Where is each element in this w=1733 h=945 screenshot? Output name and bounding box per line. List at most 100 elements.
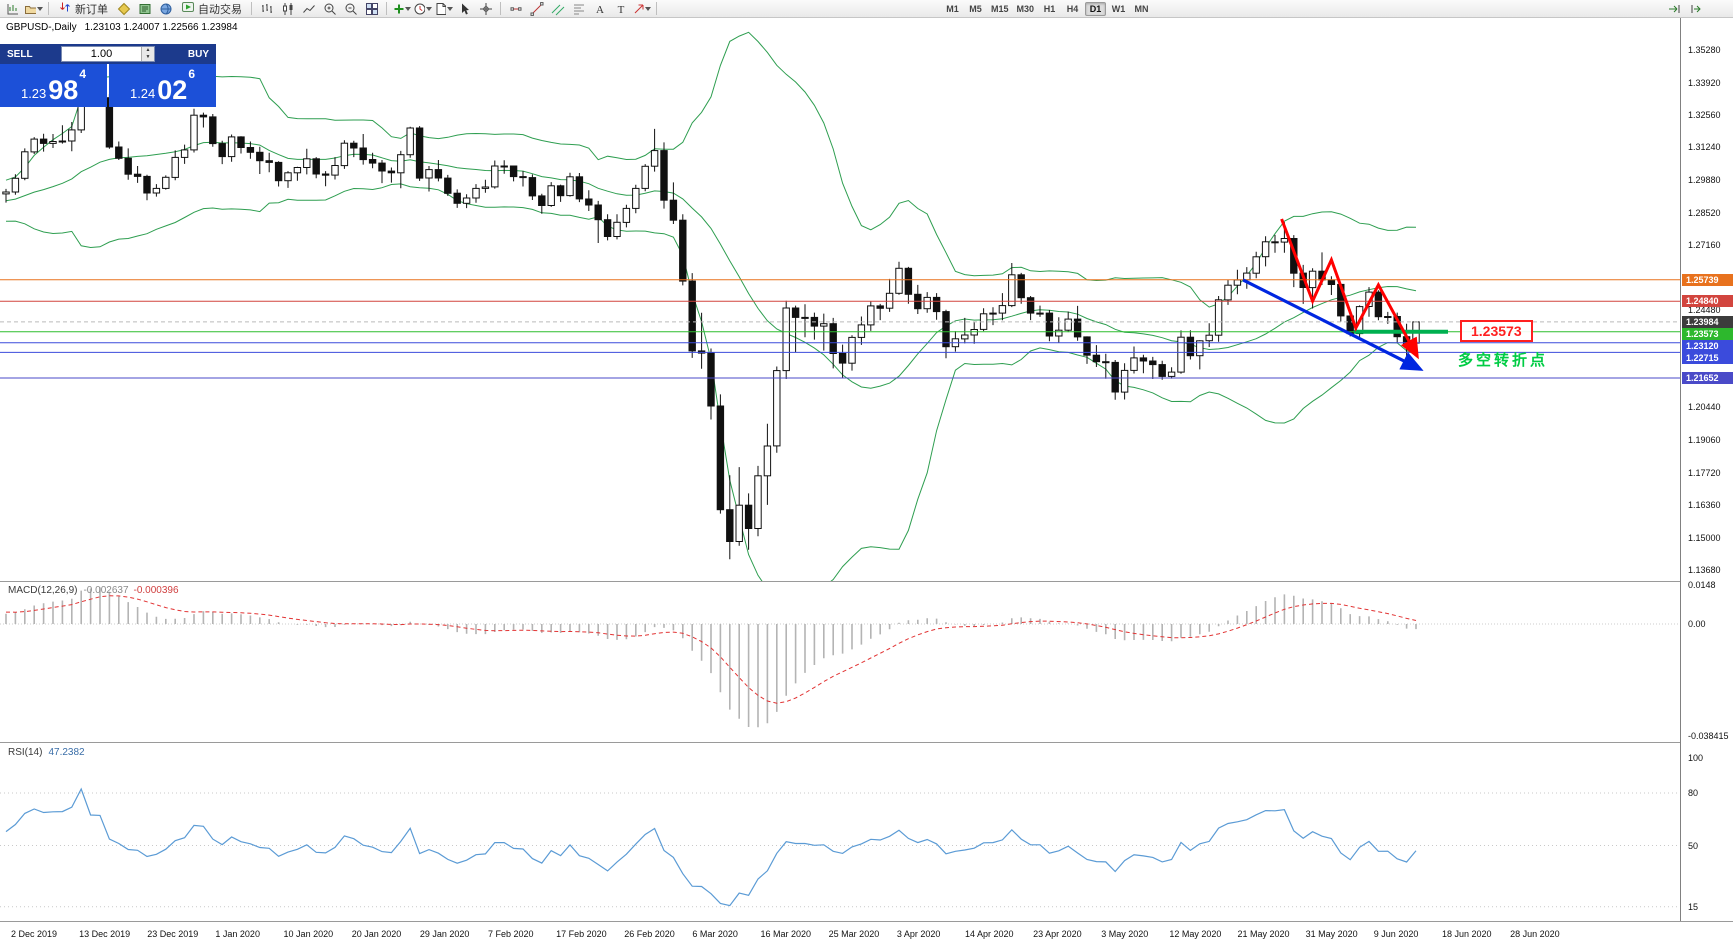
new-order-button[interactable]: 新订单 — [54, 1, 112, 16]
price-badge: 1.23120 — [1682, 339, 1733, 352]
channel-icon[interactable] — [548, 1, 567, 16]
bollinger-upper — [5, 31, 1417, 308]
toolbar-separator — [656, 2, 657, 15]
autotrade-icon — [181, 0, 195, 17]
bar-chart-icon[interactable] — [257, 1, 276, 16]
price-badge: 1.23984 — [1682, 315, 1733, 328]
buy-price[interactable]: 1.24 02 6 — [109, 64, 216, 107]
fibonacci-icon[interactable] — [569, 1, 588, 16]
turning-point-text[interactable]: 多空转折点 — [1458, 352, 1549, 369]
timeframe-M5[interactable]: M5 — [969, 3, 982, 14]
timeframe-D1[interactable]: D1 — [1085, 1, 1107, 16]
rsi-line — [5, 787, 1417, 907]
timeframe-H4[interactable]: H4 — [1066, 3, 1079, 14]
text-icon[interactable]: A — [590, 1, 609, 16]
date-tick: 18 Jun 2020 — [1441, 929, 1492, 939]
new-chart-icon[interactable] — [3, 1, 22, 16]
macd-panel[interactable] — [0, 582, 1680, 742]
date-tick: 3 May 2020 — [1101, 929, 1149, 939]
indicators-icon[interactable] — [392, 1, 411, 16]
sell-button[interactable]: SELL — [7, 48, 33, 60]
price-badge: 1.21652 — [1682, 372, 1733, 385]
date-tick: 21 May 2020 — [1237, 929, 1290, 939]
price-badge: 1.23573 — [1682, 327, 1733, 340]
rsi-scale-label: 15 — [1688, 901, 1699, 912]
sell-price[interactable]: 1.23 98 4 — [0, 64, 107, 107]
periods-icon[interactable] — [413, 1, 432, 16]
timeframe-M15[interactable]: M15 — [991, 3, 1009, 14]
date-tick: 7 Feb 2020 — [487, 929, 534, 939]
volume-input[interactable] — [62, 47, 141, 61]
date-tick: 29 Jan 2020 — [419, 929, 470, 939]
price-tick: 1.13680 — [1688, 564, 1721, 575]
date-tick: 23 Dec 2019 — [147, 929, 199, 939]
tile-windows-icon[interactable] — [362, 1, 381, 16]
timeframe-W1[interactable]: W1 — [1111, 3, 1126, 14]
price-badge: 1.24840 — [1682, 295, 1733, 308]
price-tick: 1.24480 — [1688, 304, 1721, 315]
crosshair-icon[interactable] — [476, 1, 495, 16]
spinner-down-icon[interactable]: ▼ — [142, 54, 154, 61]
rsi-label: RSI(14) 47.2382 — [8, 747, 85, 758]
line-chart-icon[interactable] — [299, 1, 318, 16]
price-tick: 1.35280 — [1688, 45, 1721, 55]
timeframe-M1[interactable]: M1 — [946, 3, 959, 14]
autotrade-button[interactable]: 自动交易 — [177, 1, 246, 16]
panel-splitter[interactable] — [0, 742, 1733, 743]
macd-label: MACD(12,26,9) -0.002637 -0.000396 — [8, 585, 179, 596]
zoom-in-icon[interactable] — [320, 1, 339, 16]
cursor-icon[interactable] — [455, 1, 474, 16]
templates-icon[interactable] — [434, 1, 453, 16]
price-annotation-box[interactable]: 1.23573 — [1460, 320, 1533, 342]
label-icon[interactable]: T — [611, 1, 630, 16]
date-tick: 1 Jan 2020 — [215, 929, 260, 939]
price-chart[interactable] — [0, 18, 1680, 581]
autotrade-label: 自动交易 — [198, 3, 242, 16]
rsi-scale-label: 80 — [1688, 788, 1699, 798]
toolbar-separator — [251, 2, 252, 15]
profiles-icon[interactable] — [24, 1, 43, 16]
market-watch-icon[interactable] — [135, 1, 154, 16]
date-tick: 26 Feb 2020 — [624, 929, 675, 939]
date-tick: 16 Mar 2020 — [760, 929, 812, 939]
trendline-icon[interactable] — [527, 1, 546, 16]
macd-histogram — [5, 587, 1417, 728]
rsi-scale-label: 50 — [1688, 840, 1699, 851]
time-axis[interactable]: 2 Dec 2019 13 Dec 2019 23 Dec 2019 1 Jan 20… — [0, 921, 1733, 945]
new-order-label: 新订单 — [75, 3, 108, 16]
arrow-tool-icon[interactable] — [632, 1, 651, 16]
price-tick: 1.33920 — [1688, 77, 1721, 88]
price-tick: 1.15000 — [1688, 533, 1721, 544]
auto-scroll-icon[interactable] — [1664, 1, 1683, 16]
navigator-icon[interactable] — [156, 1, 175, 16]
price-tick: 1.31240 — [1688, 142, 1721, 153]
candlestick-icon[interactable] — [278, 1, 297, 16]
price-axis[interactable]: 1.35280 1.33920 1.32560 1.31240 1.29880 1.285… — [1680, 18, 1733, 921]
trend-arrow[interactable] — [1242, 278, 1424, 371]
chart-title: GBPUSD-,Daily 1.23103 1.24007 1.22566 1.2… — [6, 22, 238, 33]
macd-scale-label: -0.038415 — [1688, 730, 1729, 741]
spinner-up-icon[interactable]: ▲ — [142, 47, 154, 54]
price-badge: 1.22715 — [1682, 351, 1733, 364]
timeframe-MN[interactable]: MN — [1134, 3, 1149, 14]
price-tick: 1.16360 — [1688, 500, 1721, 511]
ohlc-values: 1.23103 1.24007 1.22566 1.23984 — [84, 22, 238, 33]
panel-splitter[interactable] — [0, 581, 1733, 582]
horizontal-line-icon[interactable] — [506, 1, 525, 16]
buy-button[interactable]: BUY — [187, 48, 209, 60]
date-tick: 10 Jan 2020 — [283, 929, 334, 939]
chart-shift-icon[interactable] — [1685, 1, 1704, 16]
timeframe-H1[interactable]: H1 — [1043, 3, 1056, 14]
zigzag-annotation[interactable] — [1280, 218, 1419, 360]
timeframe-M30[interactable]: M30 — [1016, 3, 1035, 14]
svg-text:A: A — [596, 4, 604, 16]
metaeditor-icon[interactable] — [114, 1, 133, 16]
toolbar-separator — [500, 2, 501, 15]
volume-spinner[interactable]: ▲ ▼ — [141, 47, 154, 61]
date-tick: 9 Jun 2020 — [1373, 929, 1419, 939]
macd-signal-line — [5, 595, 1417, 704]
rsi-panel[interactable] — [0, 743, 1680, 921]
candle-wicks — [5, 53, 1417, 560]
price-tick: 1.32560 — [1688, 110, 1721, 121]
zoom-out-icon[interactable] — [341, 1, 360, 16]
